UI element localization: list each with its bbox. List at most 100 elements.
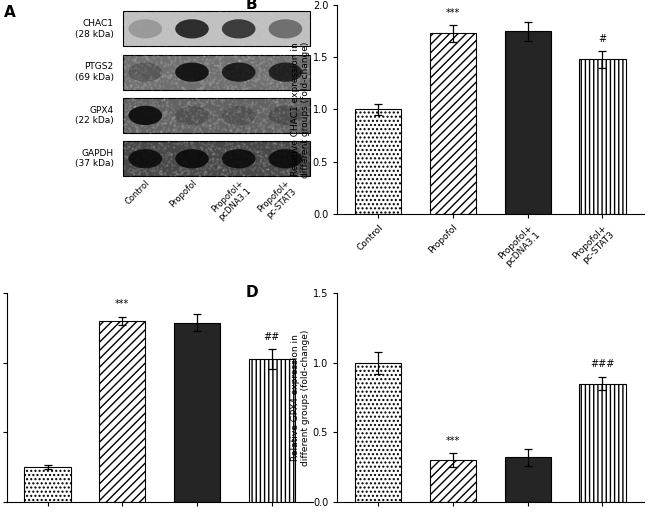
Point xyxy=(231,65,241,73)
Point xyxy=(200,20,211,28)
Point xyxy=(190,150,201,158)
Point xyxy=(222,72,233,80)
Point xyxy=(211,143,221,151)
Point xyxy=(157,111,168,119)
Point xyxy=(228,167,239,175)
Point xyxy=(280,150,291,158)
Point xyxy=(179,57,189,66)
Point xyxy=(278,75,289,83)
Point xyxy=(252,148,262,156)
Point xyxy=(153,20,164,29)
Point xyxy=(198,168,209,176)
Point xyxy=(172,70,183,78)
Point xyxy=(287,57,298,66)
Point xyxy=(288,163,298,172)
Ellipse shape xyxy=(176,106,209,125)
Point xyxy=(187,98,197,106)
Point xyxy=(155,150,165,158)
Point xyxy=(227,12,238,20)
Point xyxy=(184,100,194,108)
Point xyxy=(161,105,172,113)
Point xyxy=(280,99,291,107)
Point xyxy=(167,115,177,123)
Point xyxy=(206,161,216,169)
Point xyxy=(283,167,293,176)
Point xyxy=(140,12,150,20)
Point xyxy=(272,75,283,83)
Point xyxy=(291,20,302,29)
Point xyxy=(250,163,260,171)
Point xyxy=(168,113,179,121)
Point xyxy=(174,81,184,90)
Point xyxy=(241,12,252,20)
Point xyxy=(144,11,155,19)
Point xyxy=(277,148,287,157)
Point xyxy=(254,75,264,83)
Point xyxy=(158,81,168,90)
Point xyxy=(229,109,239,117)
Point xyxy=(213,83,223,92)
Point xyxy=(231,34,242,42)
Point xyxy=(166,168,177,176)
Point xyxy=(222,77,233,86)
Point xyxy=(268,108,278,116)
Point xyxy=(280,159,291,167)
Point xyxy=(231,146,242,154)
Point xyxy=(119,20,129,28)
Point xyxy=(181,160,192,168)
Point xyxy=(120,123,130,131)
Point xyxy=(144,129,155,137)
Point xyxy=(273,76,283,84)
Point xyxy=(287,36,297,44)
Point xyxy=(222,59,233,68)
Point xyxy=(173,74,183,82)
Point xyxy=(222,109,232,117)
Point xyxy=(152,22,162,30)
Point xyxy=(292,117,302,125)
Point xyxy=(176,153,186,161)
Point xyxy=(251,77,261,85)
Point xyxy=(213,25,224,33)
Point xyxy=(136,112,147,120)
Point xyxy=(249,35,259,43)
Point xyxy=(267,108,278,116)
Point xyxy=(177,119,187,127)
Point xyxy=(200,105,210,113)
Point xyxy=(246,58,257,66)
Point xyxy=(121,138,131,146)
Point xyxy=(239,14,250,23)
Point xyxy=(164,22,175,30)
Point xyxy=(243,129,254,137)
Point xyxy=(248,125,258,134)
Point xyxy=(205,96,216,104)
Point xyxy=(250,57,260,65)
Point xyxy=(136,67,147,75)
Point xyxy=(301,82,311,91)
Point xyxy=(185,138,196,146)
Point xyxy=(200,141,210,149)
Point xyxy=(203,80,214,88)
Point xyxy=(248,71,258,79)
Point xyxy=(186,38,196,46)
Point xyxy=(205,117,215,125)
Point xyxy=(162,73,173,81)
Point xyxy=(276,141,286,149)
Point xyxy=(170,156,180,164)
Point xyxy=(212,155,222,163)
Point xyxy=(148,163,159,171)
Point xyxy=(221,39,231,48)
Point xyxy=(128,167,138,175)
Point xyxy=(280,108,290,116)
Point xyxy=(199,156,209,164)
Point xyxy=(174,57,185,65)
Point xyxy=(130,58,140,66)
Point xyxy=(300,158,310,166)
Point xyxy=(150,18,161,27)
Point xyxy=(198,153,208,161)
Point xyxy=(230,127,240,136)
Point xyxy=(146,57,156,65)
Point xyxy=(229,166,240,175)
Point xyxy=(135,10,146,18)
Point xyxy=(250,77,260,85)
Point xyxy=(219,75,229,83)
